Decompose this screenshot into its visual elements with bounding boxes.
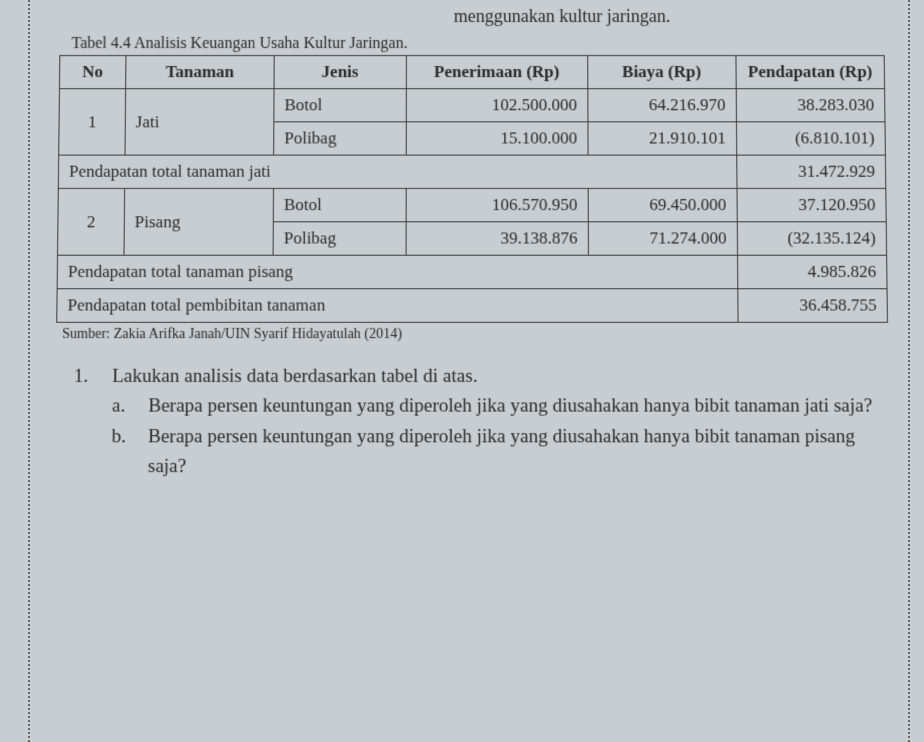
cell-jenis: Polibag bbox=[273, 222, 406, 255]
cell-jenis: Botol bbox=[273, 188, 406, 221]
cell-pendapatan: 37.120.950 bbox=[737, 188, 886, 221]
cell-penerimaan: 102.500.000 bbox=[406, 89, 588, 122]
cell-pendapatan: 38.283.030 bbox=[736, 89, 885, 122]
cell-biaya: 64.216.970 bbox=[588, 89, 737, 122]
subitem-text: Berapa persen keuntungan yang diperoleh … bbox=[148, 392, 872, 422]
cell-tanaman: Pisang bbox=[124, 188, 274, 255]
cell-biaya: 69.450.000 bbox=[588, 188, 737, 221]
cell-no: 1 bbox=[59, 89, 126, 155]
question-subitem: b. Berapa persen keuntungan yang diperol… bbox=[73, 422, 880, 482]
th-no: No bbox=[59, 56, 125, 89]
cell-jenis: Botol bbox=[274, 89, 406, 122]
table-caption: Tabel 4.4 Analisis Keuangan Usaha Kultur… bbox=[59, 31, 884, 55]
table-source: Sumber: Zakia Arifka Janah/UIN Syarif Hi… bbox=[56, 323, 888, 343]
table-row-subtotal: Pendapatan total tanaman pisang 4.985.82… bbox=[57, 255, 887, 289]
cell-penerimaan: 106.570.950 bbox=[406, 188, 588, 221]
question-block: 1. Lakukan analisis data berdasarkan tab… bbox=[54, 343, 890, 482]
table-header-row: No Tanaman Jenis Penerimaan (Rp) Biaya (… bbox=[59, 56, 884, 89]
subitem-letter: a. bbox=[112, 392, 135, 422]
cell-pendapatan: 4.985.826 bbox=[737, 255, 887, 289]
page-content: menggunakan kultur jaringan. Tabel 4.4 A… bbox=[0, 0, 924, 503]
cell-biaya: 71.274.000 bbox=[588, 222, 737, 255]
question-item: 1. Lakukan analisis data berdasarkan tab… bbox=[74, 362, 879, 392]
cell-jenis: Polibag bbox=[274, 122, 406, 155]
cell-pendapatan: (6.810.101) bbox=[736, 122, 885, 155]
th-pendapatan: Pendapatan (Rp) bbox=[736, 56, 885, 89]
th-jenis: Jenis bbox=[274, 56, 406, 89]
th-penerimaan: Penerimaan (Rp) bbox=[406, 56, 588, 89]
table-row: 1 Jati Botol 102.500.000 64.216.970 38.2… bbox=[59, 89, 885, 122]
question-subitem: a. Berapa persen keuntungan yang diperol… bbox=[73, 392, 879, 422]
cell-subtotal-label: Pendapatan total tanaman jati bbox=[58, 155, 737, 188]
table-row: 2 Pisang Botol 106.570.950 69.450.000 37… bbox=[58, 188, 886, 221]
cell-penerimaan: 39.138.876 bbox=[406, 222, 588, 255]
table-row-subtotal: Pendapatan total tanaman jati 31.472.929 bbox=[58, 155, 886, 188]
th-tanaman: Tanaman bbox=[125, 56, 274, 89]
table-row-total: Pendapatan total pembibitan tanaman 36.4… bbox=[57, 289, 888, 323]
cell-pendapatan: 31.472.929 bbox=[737, 155, 886, 188]
cell-biaya: 21.910.101 bbox=[588, 122, 737, 155]
cell-total-label: Pendapatan total pembibitan tanaman bbox=[57, 289, 738, 323]
question-number: 1. bbox=[74, 362, 99, 392]
subitem-letter: b. bbox=[111, 422, 134, 482]
cell-pendapatan: 36.458.755 bbox=[738, 289, 888, 323]
subitem-text: Berapa persen keuntungan yang diperoleh … bbox=[148, 422, 880, 482]
th-biaya: Biaya (Rp) bbox=[587, 56, 736, 89]
finance-table: No Tanaman Jenis Penerimaan (Rp) Biaya (… bbox=[56, 55, 888, 323]
cell-subtotal-label: Pendapatan total tanaman pisang bbox=[57, 255, 737, 289]
cell-pendapatan: (32.135.124) bbox=[737, 222, 887, 255]
question-text: Lakukan analisis data berdasarkan tabel … bbox=[112, 362, 478, 392]
cell-no: 2 bbox=[58, 188, 125, 255]
pretext-line: menggunakan kultur jaringan. bbox=[60, 0, 885, 31]
cell-tanaman: Jati bbox=[125, 89, 274, 155]
cell-penerimaan: 15.100.000 bbox=[406, 122, 588, 155]
